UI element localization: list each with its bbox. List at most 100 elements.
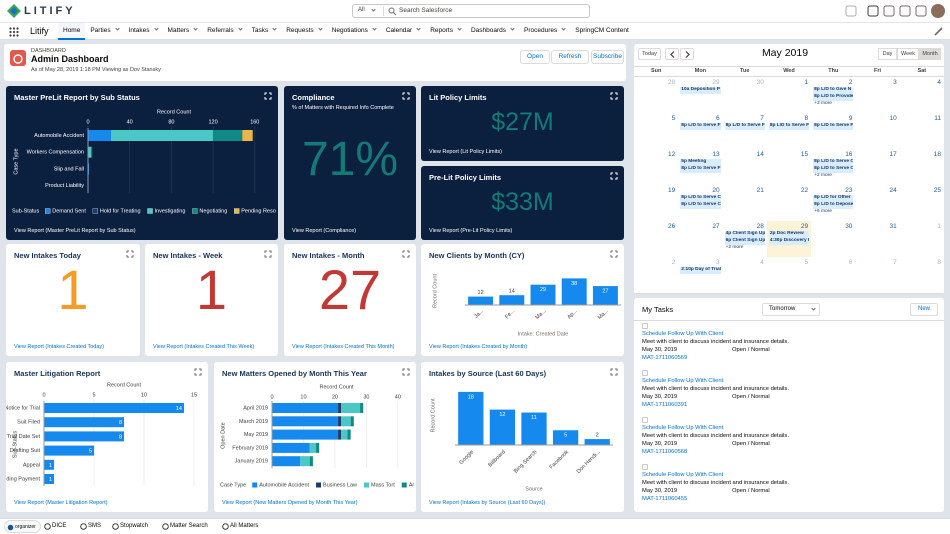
view-report-link[interactable]: View Report (Master PreLit Report by Sub… [14,228,136,234]
view-report-link[interactable]: View Report (Compliance) [292,228,357,234]
day-cell[interactable]: 23 8p L/D for Other 8p L/D to Depose +6 mor… [811,185,857,222]
day-cell[interactable]: 4 [899,77,944,114]
day-cell[interactable]: 1 [899,221,944,258]
day-cell[interactable]: 5 [766,257,813,294]
event-chip[interactable]: 8p L/D to Serve C [813,159,854,166]
nav-tab[interactable]: Requests [281,23,326,40]
event-chip[interactable]: 8p L/D to Serve C [680,195,721,202]
event-chip[interactable]: 2p Doc Review [768,231,810,238]
day-cell[interactable]: 3 [855,77,901,114]
day-cell[interactable]: 26 [634,221,680,258]
nav-arrow-button[interactable] [665,48,679,60]
event-chip[interactable]: 8p L/D to Depose [813,202,854,209]
task-checkbox[interactable] [642,370,648,376]
nav-tab[interactable]: Parties [85,23,123,40]
task-checkbox[interactable] [642,417,648,423]
header-button[interactable]: Open [520,50,550,64]
nav-tab[interactable]: Matters [163,23,203,40]
view-button[interactable]: Month [919,48,941,60]
day-cell[interactable]: 13 5p Meeting 8p L/D to Serve F [678,149,724,186]
nav-tab[interactable]: Calendar [381,23,425,40]
day-cell[interactable]: 8 8p L/D to Serve F [766,113,813,150]
utility-item[interactable]: Matter Search [160,520,212,533]
day-cell[interactable]: 22 [766,185,813,222]
day-cell[interactable]: 7 8p L/D to Serve F [722,113,768,150]
view-report-link[interactable]: View Report (Pre-Lit Policy Limits) [429,228,513,234]
day-cell[interactable]: 30 [722,77,768,114]
event-chip[interactable]: 4p Client Sign Up [724,231,765,238]
task-matter[interactable]: MAT-1711060568 [642,449,688,455]
task-checkbox[interactable] [642,323,648,329]
event-chip[interactable]: 8p L/D to Provide [813,94,854,101]
header-button[interactable]: Refresh [551,50,589,64]
nav-tab[interactable]: Referrals [202,23,246,40]
day-cell[interactable]: 18 [899,149,944,186]
task-filter[interactable]: Tomorrow [762,303,820,316]
nav-tab[interactable]: Dashboards [466,23,519,40]
view-report-link[interactable]: View Report (Intakes Created This Week) [153,344,255,350]
more-events[interactable]: +6 more [814,209,832,214]
day-cell[interactable]: 14 [722,149,768,186]
event-chip[interactable]: 8p L/D to Serve C [680,202,721,209]
event-chip[interactable]: 10a Deposition P [680,87,721,94]
day-cell[interactable]: 24 [855,185,901,222]
utility-item[interactable]: Stopwatch [110,520,152,533]
task-checkbox[interactable] [642,464,648,470]
event-chip[interactable]: 8p L/D to Serve F [768,123,810,130]
task-subject[interactable]: Schedule Follow Up With Client [642,472,724,478]
task-subject[interactable]: Schedule Follow Up With Client [642,378,724,384]
header-button[interactable]: Subscribe [591,50,624,64]
nav-tab[interactable]: Tasks [247,23,282,40]
event-chip[interactable]: 4:30p Discovery I [768,238,810,245]
day-cell[interactable]: 28 [634,77,680,114]
day-cell[interactable]: 4 [722,257,768,294]
utility-item[interactable]: DICE [42,520,70,533]
day-cell[interactable]: 2 8p L/D to Give N 8p L/D to Provide +3 mor… [811,77,857,114]
task-matter[interactable]: MAT-1711060455 [642,496,688,502]
utility-item[interactable]: organizer [4,520,41,533]
day-cell[interactable]: 29 10a Deposition P [678,77,724,114]
day-cell[interactable]: 29 2p Doc Review 4:30p Discovery I [766,221,813,258]
nav-tab[interactable]: Procedures [519,23,570,40]
day-cell[interactable]: 2 [634,257,680,294]
view-report-link[interactable]: View Report (Intakes Created Today) [14,344,104,350]
more-events[interactable]: +2 more [814,173,832,178]
task-matter[interactable]: MAT-1711060569 [642,355,688,361]
view-report-link[interactable]: View Report (Intakes by Source (Last 60 … [429,500,546,506]
event-chip[interactable]: 8p L/D for Other [813,195,854,202]
event-chip[interactable]: 8p L/D to Serve F [724,123,765,130]
utility-item[interactable]: SMS [78,520,105,533]
day-cell[interactable]: 17 [855,149,901,186]
day-cell[interactable]: 12 [634,149,680,186]
event-chip[interactable]: 2:10p Day of Trial [680,267,721,274]
nav-arrow-button[interactable] [680,48,694,60]
day-cell[interactable]: 6 8p L/D to Serve F [678,113,724,150]
view-button[interactable]: Day [878,48,897,60]
more-events[interactable]: +3 more [814,101,832,106]
view-report-link[interactable]: View Report (New Matters Opened by Month… [222,500,358,506]
task-subject[interactable]: Schedule Follow Up With Client [642,331,724,337]
nav-tab[interactable]: Negotiations [327,23,381,40]
view-button[interactable]: Week [897,48,919,60]
search-box[interactable]: All Search Salesforce [352,4,590,18]
day-cell[interactable]: 25 [899,185,944,222]
new-task-button[interactable]: New [910,303,938,316]
day-cell[interactable]: 9 8p L/D to Serve F [811,113,857,150]
utility-item[interactable]: All Matters [220,520,262,533]
view-report-link[interactable]: View Report (Master Litigation Report) [14,500,108,506]
event-chip[interactable]: 8p L/D to Serve F [680,123,721,130]
day-cell[interactable]: 1 [766,77,813,114]
day-cell[interactable]: 28 4p Client Sign Up 6p Client Sign Up +2 m… [722,221,768,258]
nav-tab[interactable]: SpringCM Content [575,27,629,34]
view-report-link[interactable]: View Report (Intakes Created by Month) [429,344,528,350]
today-button[interactable]: Today [638,48,661,60]
event-chip[interactable]: 8p L/D to Serve F [813,123,854,130]
view-report-link[interactable]: View Report (Lit Policy Limits) [429,149,502,155]
day-cell[interactable]: 30 [811,221,857,258]
event-chip[interactable]: 5p Meeting [680,159,721,166]
day-cell[interactable]: 7 [855,257,901,294]
event-chip[interactable]: 6p Client Sign Up [724,238,765,245]
day-cell[interactable]: 21 [722,185,768,222]
nav-tab[interactable]: Home [58,23,86,40]
day-cell[interactable]: 27 [678,221,724,258]
